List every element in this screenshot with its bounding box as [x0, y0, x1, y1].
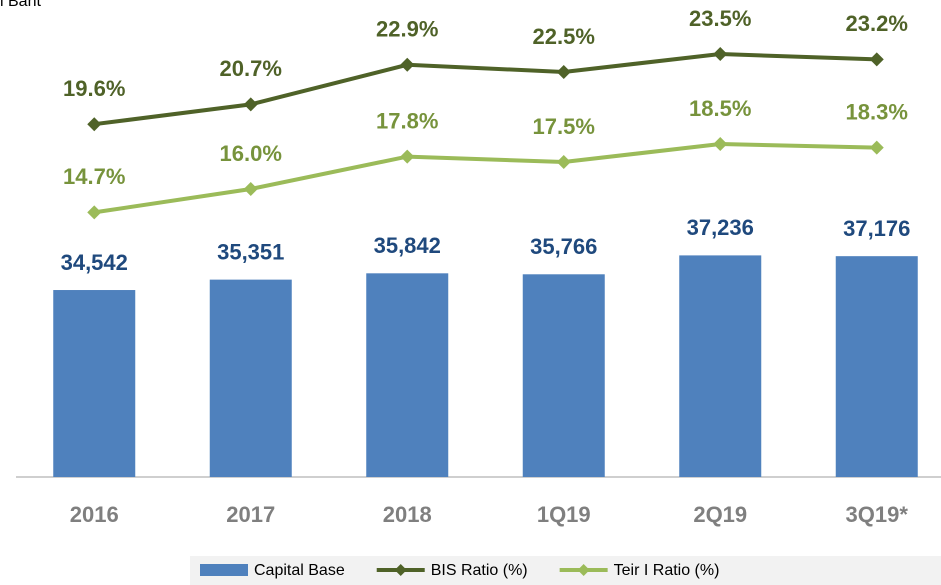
marker [87, 205, 102, 220]
marker [713, 47, 728, 61]
data-label: 23.5% [689, 6, 751, 31]
legend-marker [577, 564, 590, 576]
chart-subtitle: l Baht [0, 0, 41, 10]
marker [713, 137, 728, 151]
marker [556, 155, 571, 169]
legend-label: Teir I Ratio (%) [614, 562, 720, 579]
bar [209, 279, 292, 477]
marker [869, 140, 884, 155]
x-tick-label: 2018 [383, 502, 432, 527]
data-label: 35,351 [217, 239, 284, 264]
bar [679, 255, 762, 477]
x-tick-label: 2Q19 [693, 502, 747, 527]
data-label: 19.6% [63, 76, 125, 101]
legend-swatch [200, 564, 248, 576]
marker [243, 97, 258, 112]
x-tick-label: 3Q19* [846, 502, 909, 527]
data-label: 35,842 [374, 233, 441, 258]
legend-label: Capital Base [254, 562, 345, 579]
x-tick-label: 1Q19 [537, 502, 591, 527]
line [93, 51, 877, 127]
bar [366, 273, 449, 477]
line [93, 141, 877, 215]
data-label: 34,542 [61, 250, 128, 275]
data-label: 18.3% [846, 99, 908, 124]
data-label: 22.5% [533, 24, 595, 49]
marker [400, 57, 415, 72]
data-label: 14.7% [63, 164, 125, 189]
bar [835, 256, 918, 477]
legend-label: BIS Ratio (%) [431, 562, 528, 579]
data-label: 17.5% [533, 114, 595, 139]
marker [400, 149, 415, 164]
marker [556, 65, 571, 79]
data-label: 18.5% [689, 96, 751, 121]
bar [53, 290, 136, 477]
data-label: 17.8% [376, 108, 438, 133]
data-label: 23.2% [846, 11, 908, 36]
data-label: 37,176 [843, 216, 910, 241]
data-label: 20.7% [220, 56, 282, 81]
marker [87, 117, 102, 132]
x-tick-label: 2017 [226, 502, 275, 527]
data-label: 22.9% [376, 17, 438, 42]
x-tick-label: 2016 [70, 502, 119, 527]
data-label: 37,236 [687, 215, 754, 240]
bar [522, 274, 605, 477]
legend-marker [394, 564, 407, 576]
marker [869, 52, 884, 67]
marker [243, 182, 258, 196]
data-label: 35,766 [530, 234, 597, 259]
data-label: 16.0% [220, 141, 282, 166]
